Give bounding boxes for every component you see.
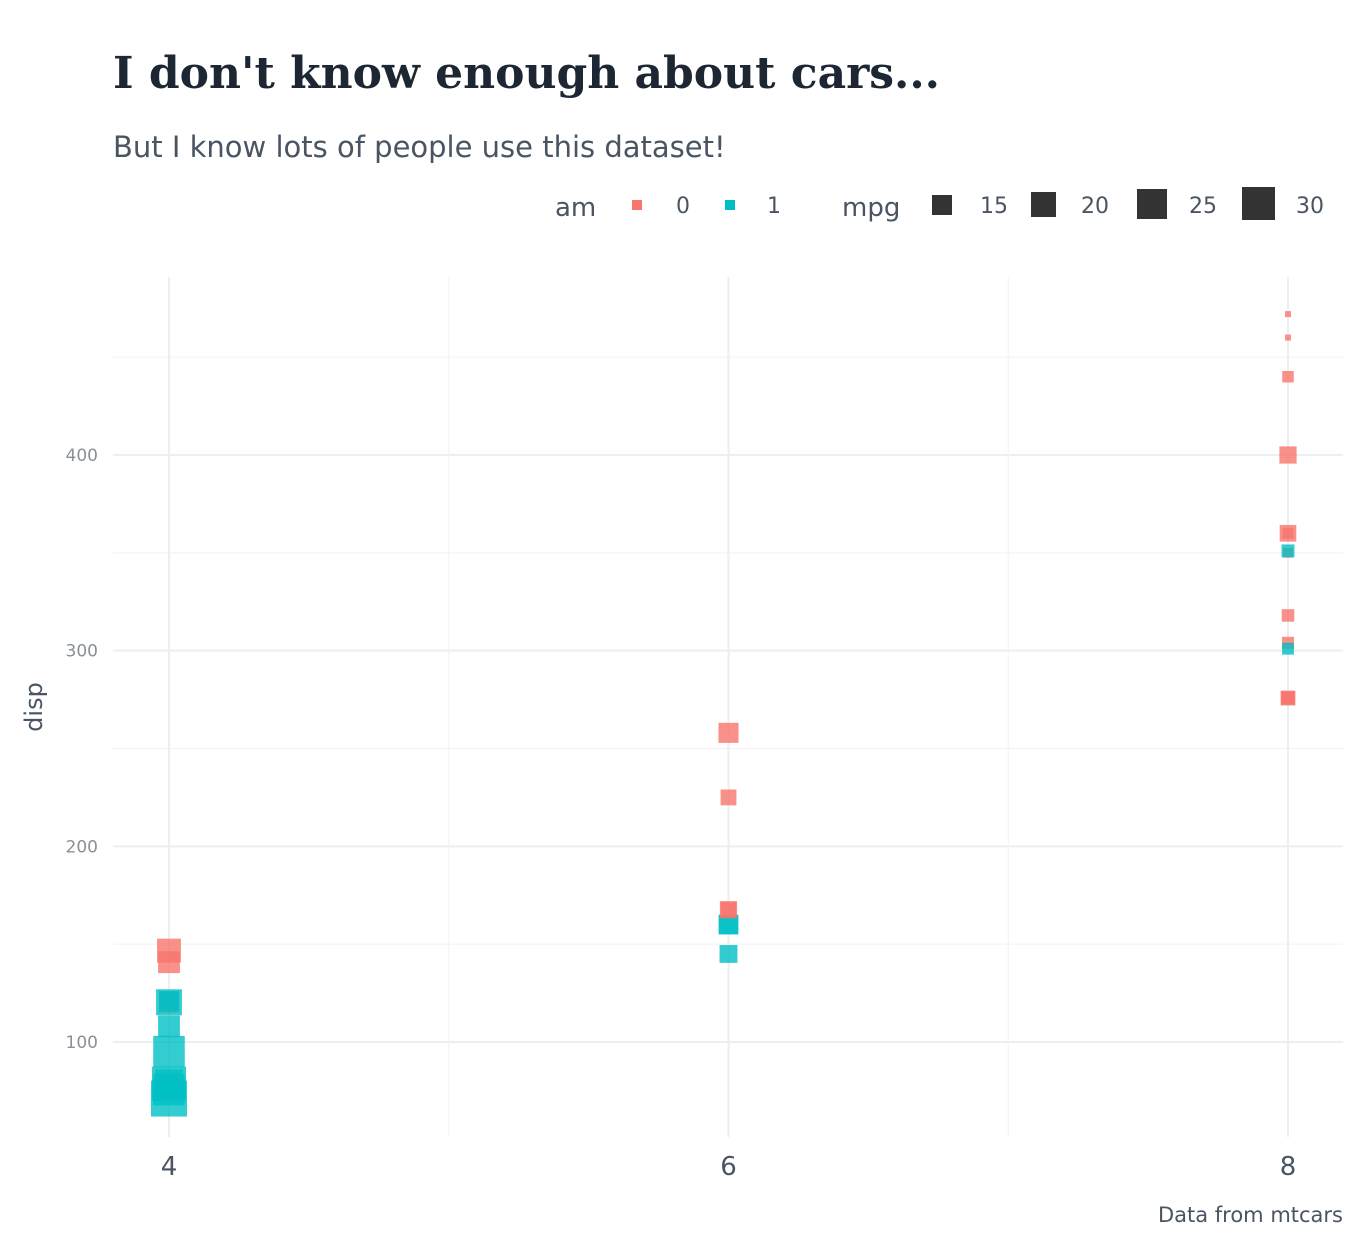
y-tick-label: 100 [66,1033,98,1053]
data-point [1282,527,1294,539]
data-point [718,722,739,743]
legend-key-mpg-30 [1242,187,1275,220]
data-points [151,311,1297,1117]
data-point [1282,370,1294,383]
data-point [158,990,180,1011]
legend-key-mpg-15 [932,195,952,215]
legend-label-am-0: 0 [676,194,690,219]
data-point [1282,642,1294,655]
gridlines [113,277,1343,1137]
x-axis-ticks: 4 6 8 [161,1152,1297,1182]
size-legend-title: mpg [842,193,900,223]
data-point [1285,311,1291,318]
legend: am 0 1 mpg 15 20 25 30 [555,187,1324,223]
color-legend-title: am [555,193,596,223]
data-point [1285,334,1291,341]
legend-key-am-1 [725,200,735,210]
data-point [1279,446,1297,464]
data-point [719,945,738,963]
data-point [718,914,739,935]
data-point [720,902,737,918]
chart-caption: Data from mtcars [1158,1203,1343,1227]
legend-key-am-0 [632,200,642,210]
y-tick-label: 300 [66,642,98,662]
y-tick-label: 200 [66,837,98,857]
x-tick-label: 4 [161,1152,178,1182]
y-axis-ticks: 100 200 300 400 [66,446,98,1053]
chart-subtitle: But I know lots of people use this datas… [113,130,726,164]
legend-key-mpg-20 [1031,192,1056,217]
data-point [158,1015,180,1038]
data-point [158,951,180,974]
x-tick-label: 8 [1280,1152,1297,1182]
data-point [1281,544,1295,558]
legend-label-am-1: 1 [767,194,781,219]
data-point [155,1069,183,1097]
data-point [720,789,737,806]
y-axis-title: disp [20,682,48,732]
data-point [153,1035,185,1068]
y-tick-label: 400 [66,446,98,466]
data-point [1281,609,1295,622]
legend-label-mpg-15: 15 [980,194,1008,219]
chart-title: I don't know enough about cars... [113,48,940,99]
legend-label-mpg-20: 20 [1081,194,1109,219]
legend-label-mpg-30: 30 [1296,194,1324,219]
legend-key-mpg-25 [1137,189,1167,219]
legend-label-mpg-25: 25 [1189,194,1217,219]
x-tick-label: 6 [720,1152,737,1182]
data-point [1281,691,1295,705]
